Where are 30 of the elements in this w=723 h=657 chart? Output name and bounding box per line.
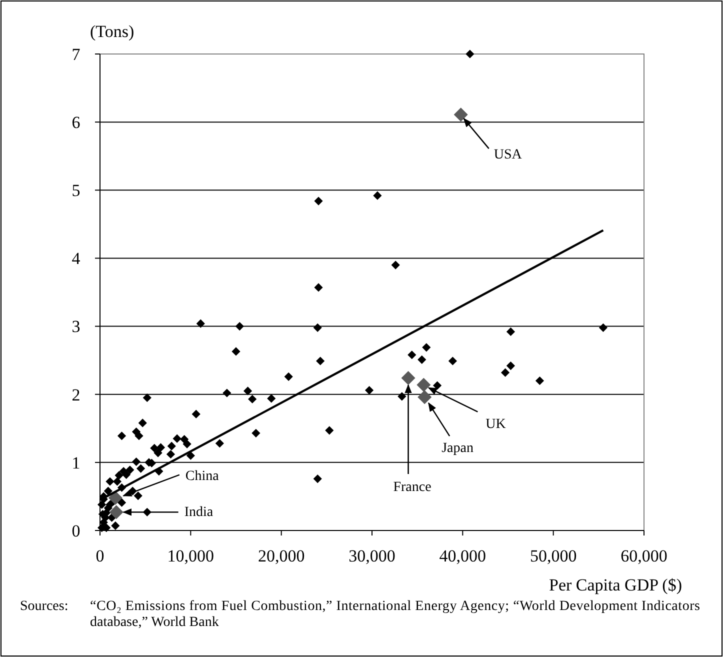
x-tick-label: 20,000 — [258, 546, 305, 566]
y-tick-label: 6 — [72, 113, 80, 132]
point — [109, 505, 124, 520]
x-tick-label: 0 — [96, 546, 104, 566]
x-tick-label: 60,000 — [620, 546, 668, 566]
annotation: India — [184, 505, 214, 520]
x-tick-label: 40,000 — [439, 546, 486, 566]
y-tick-label: 0 — [72, 521, 80, 540]
point — [418, 390, 432, 404]
annotation: Japan — [442, 441, 474, 456]
x-axis-title: Per Capita GDP ($) — [549, 576, 682, 594]
x-tick-label: 50,000 — [530, 546, 577, 566]
x-tick-label: 30,000 — [348, 546, 396, 566]
point — [454, 108, 468, 122]
y-axis-title: (Tons) — [90, 22, 134, 41]
y-tick-label: 1 — [72, 453, 80, 472]
annotation: USA — [494, 148, 523, 163]
y-tick-label: 5 — [72, 181, 80, 200]
point — [108, 490, 122, 505]
text: Sources: “CO₂ Emissions from Fuel Combustion,” International Energy Agency; “World Development Indicators database,” World Bank — [20, 599, 700, 630]
y-tick-label: 3 — [72, 317, 80, 336]
y-tick-label: 7 — [72, 44, 81, 64]
y-tick-label: 2 — [72, 385, 80, 404]
point — [416, 378, 431, 392]
annotation: France — [393, 480, 432, 496]
annotation: UK — [486, 416, 506, 432]
point — [401, 371, 416, 386]
annotation: China — [185, 468, 220, 484]
y-tick-label: 4 — [72, 249, 81, 268]
x-tick-label: 10,000 — [167, 546, 214, 566]
